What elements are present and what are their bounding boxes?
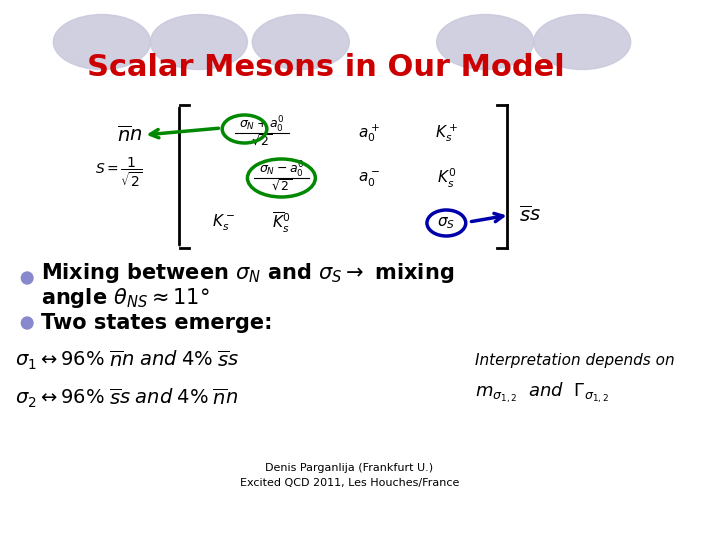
Text: Denis Parganlija (Frankfurt U.): Denis Parganlija (Frankfurt U.) (265, 463, 433, 473)
Ellipse shape (53, 15, 150, 70)
Text: $\sqrt{2}$: $\sqrt{2}$ (251, 133, 272, 148)
Ellipse shape (150, 15, 248, 70)
Circle shape (22, 272, 33, 284)
Text: Two states emerge:: Two states emerge: (41, 313, 272, 333)
Text: $K_s^+$: $K_s^+$ (435, 122, 458, 144)
Text: $a_0^-$: $a_0^-$ (358, 168, 379, 187)
Text: $\overline{K}_s^0$: $\overline{K}_s^0$ (272, 211, 291, 235)
Text: $\sigma_N-a_0^0$: $\sigma_N-a_0^0$ (258, 160, 304, 180)
Text: $S=\dfrac{1}{\sqrt{2}}$: $S=\dfrac{1}{\sqrt{2}}$ (95, 156, 143, 188)
Text: Scalar Mesons in Our Model: Scalar Mesons in Our Model (87, 53, 565, 83)
Ellipse shape (436, 15, 534, 70)
Circle shape (22, 317, 33, 329)
Ellipse shape (534, 15, 631, 70)
Text: $K_s^-$: $K_s^-$ (212, 213, 235, 233)
Text: $\sigma_S$: $\sigma_S$ (437, 215, 455, 231)
Text: Excited QCD 2011, Les Houches/France: Excited QCD 2011, Les Houches/France (240, 478, 459, 488)
Text: $\sigma_1 \leftrightarrow 96\%\;\overline{n}n\;$and$\;4\%\;\overline{s}s$: $\sigma_1 \leftrightarrow 96\%\;\overlin… (14, 348, 239, 372)
Text: $m_{\sigma_{1,2}}$  and  $\Gamma_{\sigma_{1,2}}$: $m_{\sigma_{1,2}}$ and $\Gamma_{\sigma_{… (475, 381, 609, 405)
Text: angle $\theta_{NS} \approx 11°$: angle $\theta_{NS} \approx 11°$ (41, 286, 210, 310)
Text: $K_s^0$: $K_s^0$ (437, 166, 456, 190)
Text: $\sqrt{2}$: $\sqrt{2}$ (271, 178, 292, 193)
Text: $\sigma_N+a_0^0$: $\sigma_N+a_0^0$ (239, 115, 284, 135)
Text: $a_0^+$: $a_0^+$ (358, 122, 379, 144)
Ellipse shape (252, 15, 349, 70)
Text: Mixing between $\sigma_N$ and $\sigma_S \rightarrow$ mixing: Mixing between $\sigma_N$ and $\sigma_S … (41, 261, 454, 285)
Text: Interpretation depends on: Interpretation depends on (475, 353, 675, 368)
Text: $\sigma_2 \leftrightarrow 96\%\;\overline{s}s\;$and$\;4\%\;\overline{n}n$: $\sigma_2 \leftrightarrow 96\%\;\overlin… (14, 387, 238, 409)
Text: $\overline{n}n$: $\overline{n}n$ (117, 125, 143, 145)
Text: $\overline{s}s$: $\overline{s}s$ (519, 205, 541, 225)
